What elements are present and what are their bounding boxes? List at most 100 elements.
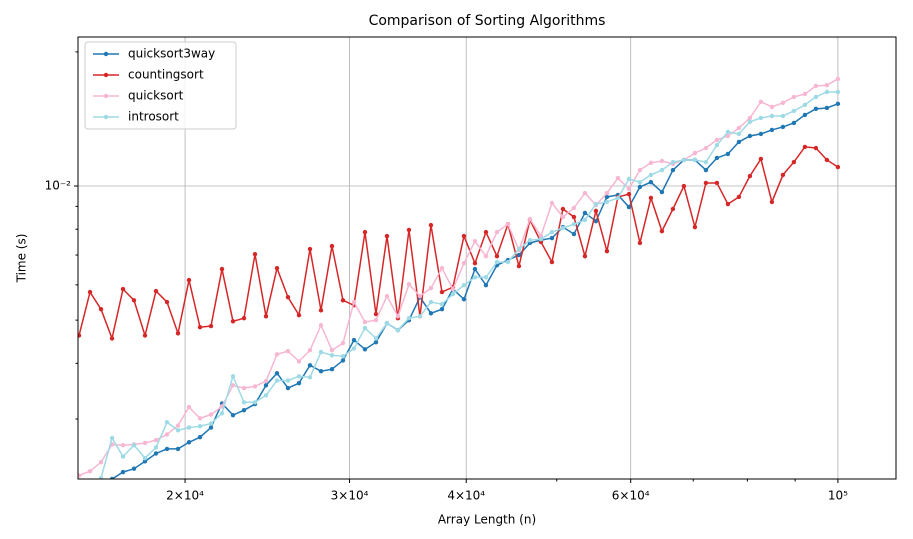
series-marker: [549, 235, 555, 241]
x-tick-label: 4×10⁴: [447, 489, 485, 503]
series-marker: [263, 393, 269, 398]
series-marker: [648, 179, 654, 185]
series-marker: [813, 106, 819, 112]
series-marker: [197, 416, 203, 421]
series-marker: [219, 266, 225, 272]
series-marker: [582, 217, 588, 223]
series-line: [99, 91, 838, 479]
legend-label: countingsort: [128, 68, 204, 82]
series-marker: [450, 286, 456, 292]
series-marker: [802, 102, 808, 108]
series-marker: [175, 446, 181, 452]
x-tick-label: 10⁵: [828, 489, 848, 503]
series-marker: [538, 236, 544, 242]
series-marker: [263, 314, 269, 319]
series-marker: [516, 252, 522, 258]
series-marker: [637, 167, 643, 173]
series-marker: [252, 252, 258, 257]
series-marker: [340, 298, 346, 303]
series-marker: [285, 378, 291, 383]
series-marker: [285, 294, 291, 300]
series-marker: [274, 265, 280, 271]
series-marker: [736, 194, 742, 200]
series-marker: [725, 133, 731, 139]
series-marker: [472, 275, 478, 280]
series-marker: [109, 435, 115, 441]
series-marker: [186, 277, 192, 283]
series-marker: [549, 200, 555, 206]
series-marker: [439, 301, 445, 307]
series-marker: [120, 286, 126, 292]
series-marker: [714, 137, 720, 143]
series-marker: [582, 253, 588, 259]
series-marker: [175, 331, 181, 336]
series-marker: [483, 253, 489, 259]
series-marker: [241, 400, 247, 405]
series-marker: [384, 321, 390, 326]
legend-marker: [103, 93, 109, 99]
series-marker: [318, 308, 324, 313]
series-marker: [98, 459, 104, 465]
series-marker: [593, 201, 599, 207]
series-marker: [461, 297, 467, 302]
series-marker: [560, 214, 566, 220]
series-marker: [428, 311, 434, 316]
series-marker: [824, 105, 830, 111]
series-marker: [483, 275, 489, 280]
series-marker: [252, 384, 258, 389]
x-tick-label: 6×10⁴: [612, 489, 650, 503]
series-marker: [835, 76, 841, 82]
series-marker: [626, 176, 632, 182]
series-marker: [98, 475, 104, 479]
series-marker: [659, 167, 665, 173]
series-marker: [329, 367, 335, 372]
series-marker: [780, 100, 786, 106]
series-marker: [78, 473, 82, 478]
series-marker: [131, 442, 137, 448]
series-marker: [153, 437, 159, 443]
series-marker: [153, 451, 159, 456]
series-marker: [120, 469, 126, 475]
series-marker: [175, 428, 181, 433]
series-marker: [362, 347, 368, 352]
ticks: 2×10⁴ 3×10⁴ 4×10⁴ 6×10⁴ 10⁵ 10⁻²: [45, 51, 848, 503]
series-marker: [98, 307, 104, 312]
series-marker: [329, 348, 335, 353]
series-marker: [241, 316, 247, 321]
series-marker: [747, 119, 753, 125]
series-marker: [109, 476, 115, 479]
series-marker: [307, 375, 313, 380]
series-marker: [824, 157, 830, 163]
series-marker: [769, 199, 775, 205]
series-marker: [373, 311, 379, 317]
series-marker: [142, 459, 148, 464]
series-marker: [318, 369, 324, 374]
series-marker: [648, 160, 654, 166]
series-marker: [428, 285, 434, 291]
series-marker: [120, 454, 126, 459]
series-marker: [835, 89, 841, 95]
series-marker: [131, 466, 137, 471]
series-marker: [406, 316, 412, 321]
series-marker: [351, 346, 357, 351]
series-marker: [604, 190, 610, 196]
x-tick-label: 3×10⁴: [331, 489, 369, 503]
legend: quicksort3way countingsort quicksort intros…: [84, 41, 237, 130]
series-marker: [692, 224, 698, 230]
series-marker: [263, 383, 269, 388]
series-marker: [626, 191, 632, 197]
series-marker: [461, 233, 467, 239]
series-marker: [835, 101, 841, 107]
series-marker: [329, 353, 335, 358]
series-marker: [758, 115, 764, 121]
series-marker: [472, 266, 478, 272]
series-marker: [340, 358, 346, 363]
series-marker: [120, 442, 126, 448]
series-marker: [318, 323, 324, 328]
series-marker: [252, 400, 258, 405]
series-marker: [439, 289, 445, 295]
series-marker: [494, 259, 500, 265]
series-marker: [813, 145, 819, 151]
series-marker: [131, 298, 137, 303]
series-marker: [428, 222, 434, 228]
